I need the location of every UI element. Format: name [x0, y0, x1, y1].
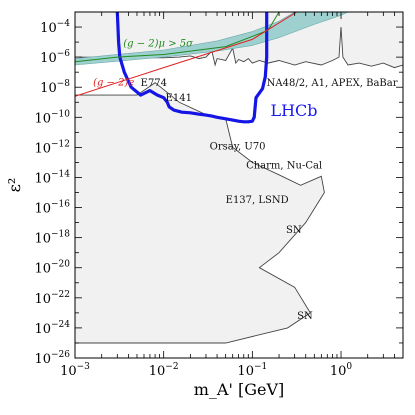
excluded-boundary-top: [75, 26, 403, 69]
series-line-lhcb: [115, 12, 269, 124]
x-tick-label: 10−2: [149, 362, 179, 379]
series-line-1: [75, 12, 280, 63]
axis-ticks: [74, 11, 404, 359]
x-tick-label: 100: [330, 362, 353, 379]
annotation-label: Charm, Nu-Cal: [246, 160, 322, 171]
y-tick-label: 10−26: [34, 350, 70, 367]
x-tick-label: 10−1: [237, 362, 267, 379]
annotations: (g − 2)μ > 5σ (g − 2)e E774 E141 NA48/2, A1,…: [93, 39, 398, 322]
y-tick-label: 10−16: [34, 200, 70, 217]
x-axis-title: m_A' [GeV]: [194, 380, 285, 399]
y-axis-title: ε²: [5, 178, 24, 193]
annotation-label: E774: [141, 78, 167, 89]
annotation-label: (g − 2)μ > 5σ: [123, 39, 194, 50]
annotation-label: E137, LSND: [226, 195, 289, 206]
series-line-2: [75, 12, 297, 97]
plot-area: [75, 12, 403, 344]
y-tick-label: 10−18: [34, 230, 70, 247]
excluded-region-bottom: [75, 82, 325, 344]
annotation-label: SN: [297, 311, 313, 322]
y-tick-label: 10−6: [40, 49, 70, 66]
y-tick-label: 10−22: [34, 290, 70, 307]
y-tick-label: 10−14: [34, 169, 70, 186]
y-tick-label: 10−12: [34, 139, 70, 156]
y-tick-label: 10−10: [34, 109, 70, 126]
axis-tick-labels: 10−3 10−2 10−1 100 10−4 10−6 10−8 10−10 10−12 10−…: [34, 19, 352, 379]
y-tick-label: 10−8: [40, 79, 70, 96]
annotation-label: Orsay, U70: [210, 142, 266, 153]
x-tick-label: 10−3: [60, 362, 90, 379]
y-tick-label: 10−20: [34, 260, 70, 277]
y-tick-label: 10−4: [40, 19, 70, 36]
annotation-label: E141: [166, 93, 192, 104]
annotation-label: NA48/2, A1, APEX, BaBar: [267, 78, 398, 89]
annotation-label: (g − 2)e: [93, 78, 134, 89]
annotation-label: SN: [286, 225, 302, 236]
annotation-label: LHCb: [270, 101, 317, 120]
y-tick-label: 10−24: [34, 320, 70, 337]
